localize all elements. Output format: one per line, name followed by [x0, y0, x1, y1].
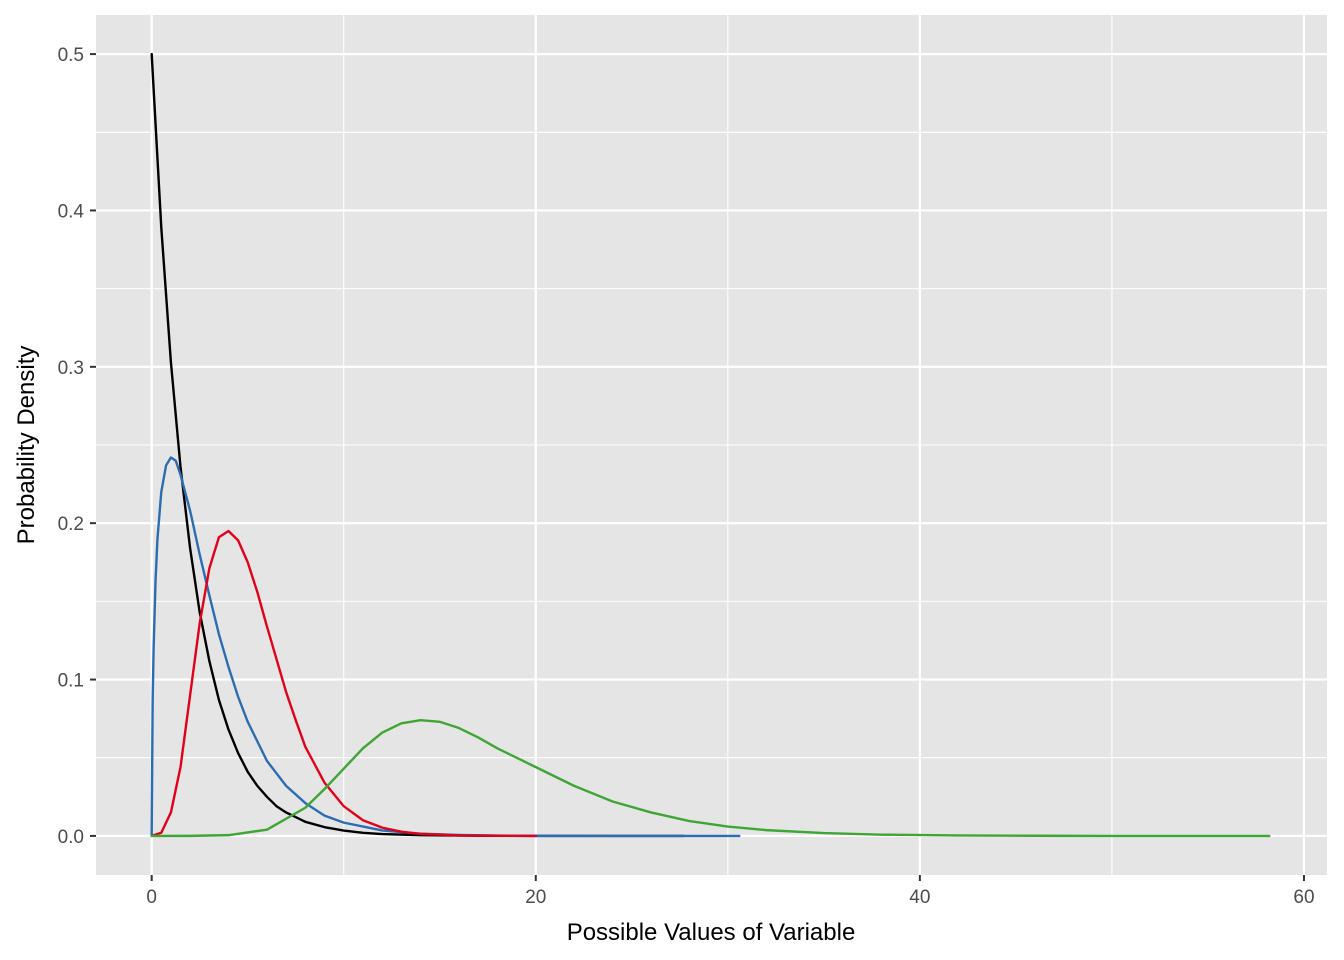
- tick-labels: 0 20 40 60 0.0 0.1 0.2 0.3 0.4 0.5: [58, 45, 1315, 908]
- x-tick-label: 0: [146, 887, 157, 908]
- density-curve-4: [150, 719, 1271, 838]
- y-tick-label: 0.4: [58, 201, 85, 222]
- y-tick-label: 0.2: [58, 514, 84, 535]
- y-tick-label: 0.3: [58, 358, 84, 379]
- y-tick-label: 0.1: [58, 671, 84, 692]
- major-gridlines: [96, 15, 1327, 875]
- y-tick-label: 0.5: [58, 45, 84, 66]
- density-curve-3: [150, 529, 537, 838]
- x-tick-label: 40: [909, 887, 930, 908]
- x-tick-label: 60: [1293, 887, 1314, 908]
- minor-gridlines: [96, 15, 1327, 875]
- series-layer: [150, 52, 1271, 838]
- axis-ticks: [90, 53, 1305, 881]
- x-axis-title: Possible Values of Variable: [567, 919, 856, 946]
- x-tick-label: 20: [525, 887, 546, 908]
- y-axis-title: Probability Density: [13, 346, 40, 545]
- y-tick-label: 0.0: [58, 827, 84, 848]
